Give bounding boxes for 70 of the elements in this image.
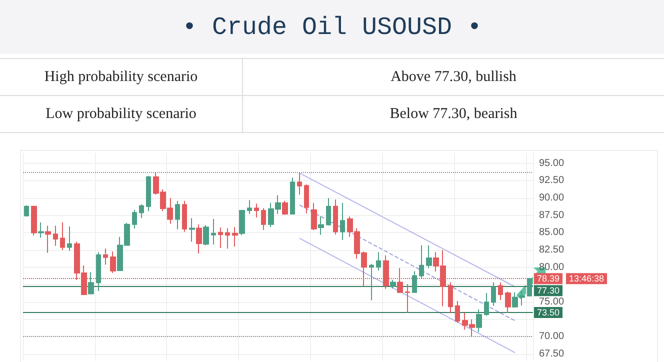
candlestick xyxy=(31,205,37,236)
candlestick xyxy=(412,270,417,294)
text: Low probability scenario xyxy=(0,96,242,132)
candlestick xyxy=(426,244,432,269)
candlestick xyxy=(103,248,108,266)
candlestick xyxy=(390,279,396,290)
candlestick xyxy=(24,204,29,217)
candlestick xyxy=(419,244,424,279)
candlestick xyxy=(527,278,532,298)
candlestick xyxy=(405,284,410,314)
candlestick xyxy=(297,172,302,196)
candlestick xyxy=(88,272,94,294)
candlestick xyxy=(203,224,209,246)
candlestick xyxy=(196,224,202,254)
candlestick xyxy=(498,282,503,300)
text: Above 77.30, bullish xyxy=(242,58,664,96)
candlestick xyxy=(211,218,216,246)
candlestick xyxy=(182,200,187,232)
candlestick xyxy=(326,198,331,226)
candlestick xyxy=(218,227,223,248)
candlestick xyxy=(476,308,482,333)
candlestick xyxy=(132,209,137,230)
ref-line-label: 77.30 xyxy=(537,286,560,296)
candlestick xyxy=(96,252,101,292)
candlestick xyxy=(455,300,460,324)
y-tick-label: 87.50 xyxy=(539,210,564,221)
candlestick xyxy=(38,222,44,238)
candlestick xyxy=(45,225,51,254)
candlestick xyxy=(448,282,453,314)
y-tick-label: 67.50 xyxy=(539,348,564,360)
y-tick-label: 80.00 xyxy=(539,262,564,273)
candlestick xyxy=(67,226,72,252)
text: High probability scenario xyxy=(0,58,242,96)
candlestick xyxy=(261,208,266,230)
candlestick xyxy=(290,177,295,215)
y-tick-label: 90.00 xyxy=(539,192,564,204)
candlestick xyxy=(247,200,252,215)
candlestick xyxy=(239,209,245,236)
candlestick xyxy=(340,202,345,241)
candlestick xyxy=(139,204,144,219)
candlestick xyxy=(225,228,230,250)
candlestick xyxy=(484,292,489,316)
candlestick xyxy=(491,282,496,306)
y-tick-label: 92.50 xyxy=(539,175,564,186)
candlestick xyxy=(311,202,317,230)
candlestick xyxy=(282,200,288,216)
candlestick xyxy=(369,263,374,301)
candlestick xyxy=(304,184,309,214)
candlestick xyxy=(376,252,381,272)
text: 13:46:38 xyxy=(569,274,604,284)
y-tick-label: 75.00 xyxy=(539,296,564,308)
y-tick-label: 82.50 xyxy=(539,244,564,256)
candlestick xyxy=(60,222,65,251)
candlestick xyxy=(146,175,151,212)
ref-line-label: 73.50 xyxy=(537,307,560,318)
candlestick xyxy=(505,291,511,314)
candlestick xyxy=(175,200,180,230)
candlestick xyxy=(232,226,238,248)
chart-title: • Crude Oil USOUSD • xyxy=(0,0,664,54)
y-tick-label: 70.00 xyxy=(539,331,564,342)
candlestick xyxy=(110,250,116,274)
candlestick xyxy=(189,218,195,242)
candlestick xyxy=(254,203,259,218)
y-tick-label: 85.00 xyxy=(539,227,564,238)
text: Below 77.30, bearish xyxy=(242,96,664,132)
candlestick xyxy=(53,225,58,246)
y-tick-label: 95.00 xyxy=(539,158,564,169)
candlestick xyxy=(333,198,338,235)
ref-line-label: 78.39 xyxy=(537,274,560,284)
candlestick xyxy=(318,216,324,236)
